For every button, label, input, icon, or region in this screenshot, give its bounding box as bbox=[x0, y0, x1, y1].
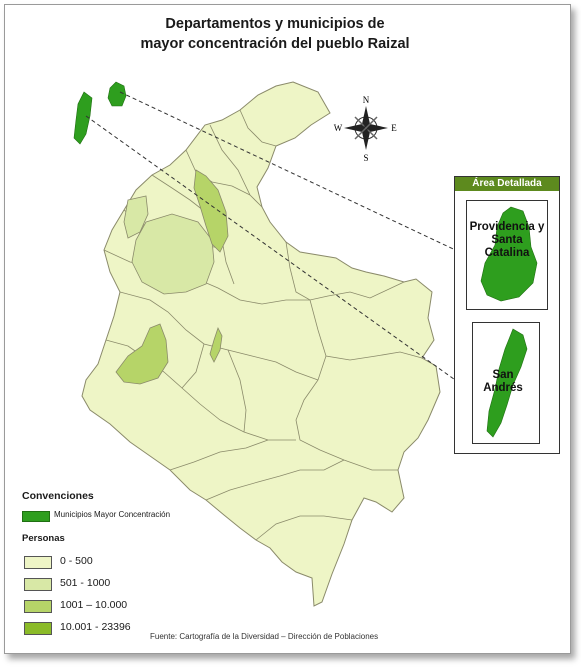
san-andres-label: San Andrés bbox=[483, 369, 523, 394]
title-line-2: mayor concentración del pueblo Raizal bbox=[140, 36, 410, 52]
legend-label-class-2: 501 - 1000 bbox=[60, 577, 111, 589]
compass-rose: N S E W bbox=[334, 95, 398, 163]
colombia-outline bbox=[81, 81, 441, 607]
detail-panel-san-andres: San Andrés bbox=[472, 322, 540, 444]
legend-label-class-1: 0 - 500 bbox=[60, 555, 93, 567]
compass-e: E bbox=[391, 123, 397, 133]
san-andres-shape bbox=[486, 328, 528, 438]
providencia-label: Providencia y Santa Catalina bbox=[469, 221, 545, 259]
legend-convencion-label: Municipios Mayor Concentración bbox=[54, 510, 171, 519]
leader-line-providencia bbox=[119, 91, 467, 256]
leader-line-san-andres bbox=[85, 115, 473, 393]
island-san-andres bbox=[73, 91, 93, 145]
dept-valle-highlight bbox=[115, 323, 169, 385]
dept-bolivar-highlight bbox=[193, 169, 229, 253]
legend-convenciones-heading: Convenciones bbox=[22, 490, 94, 502]
island-providencia bbox=[107, 81, 127, 107]
map-title: Departamentos y municipios de mayor conc… bbox=[110, 14, 440, 54]
providencia-shape bbox=[480, 206, 538, 302]
source-note: Fuente: Cartografía de la Diversidad – D… bbox=[150, 632, 379, 641]
compass-n: N bbox=[363, 95, 370, 105]
compass-s: S bbox=[363, 153, 368, 163]
dept-choco-highlight bbox=[123, 195, 149, 239]
legend-label-class-4: 10.001 - 23396 bbox=[60, 621, 131, 633]
legend-swatch-class-4 bbox=[24, 622, 52, 635]
legend-convencion-swatch bbox=[22, 511, 50, 522]
legend-personas-heading: Personas bbox=[22, 533, 65, 544]
dept-antioquia-highlight bbox=[131, 213, 215, 295]
legend-swatch-class-3 bbox=[24, 600, 52, 613]
compass-w: W bbox=[334, 123, 343, 133]
dept-small-highlight bbox=[209, 326, 223, 363]
legend-label-class-3: 1001 – 10.000 bbox=[60, 599, 128, 611]
detail-area-header: Área Detallada bbox=[455, 177, 559, 191]
legend-swatch-class-1 bbox=[24, 556, 52, 569]
title-line-1: Departamentos y municipios de bbox=[165, 16, 385, 32]
legend-swatch-class-2 bbox=[24, 578, 52, 591]
detail-panel-providencia: Providencia y Santa Catalina bbox=[466, 200, 548, 310]
